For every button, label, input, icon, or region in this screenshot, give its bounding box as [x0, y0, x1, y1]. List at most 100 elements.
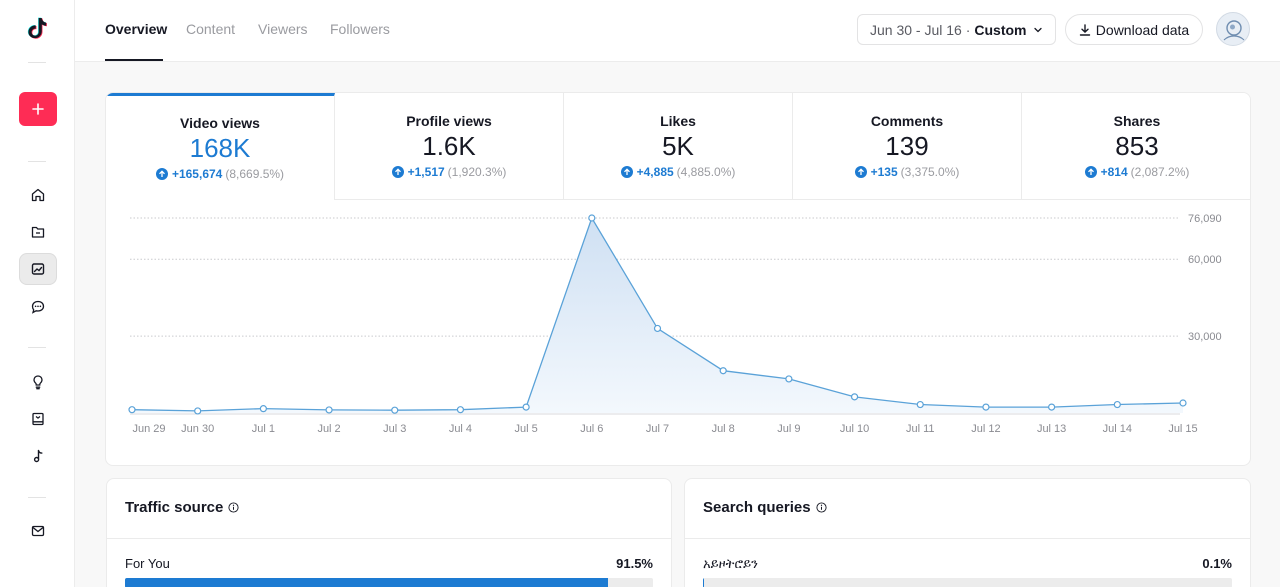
avatar[interactable] [1216, 12, 1250, 46]
tab-viewers[interactable]: Viewers [258, 21, 308, 37]
tab-content[interactable]: Content [186, 21, 236, 37]
overview-metrics-card: Video views 168K +165,674 (8,669.5%) Pro… [105, 92, 1251, 466]
traffic-source-title: Traffic source [125, 499, 239, 516]
music-icon [33, 449, 43, 463]
chart-point[interactable] [982, 403, 990, 411]
metric-delta-value: +165,674 [171, 167, 223, 181]
metric-tab-likes[interactable]: Likes 5K +4,885 (4,885.0%) [564, 93, 793, 200]
date-range-mode: Custom [974, 21, 1027, 38]
traffic-bar-track [125, 578, 653, 587]
chart-point[interactable] [194, 407, 202, 415]
chart-point[interactable] [391, 406, 399, 414]
chart-point[interactable] [916, 400, 924, 409]
metric-delta: +814 (2,087.2%) [1022, 165, 1250, 179]
traffic-source-card: Traffic source For You 91.5% [106, 478, 672, 587]
sidebar-divider [28, 62, 46, 63]
y-tick-label: 60,000 [1188, 254, 1222, 266]
x-tick-label: Jul 9 [777, 423, 800, 435]
sidebar-item-analytics[interactable] [19, 253, 57, 285]
x-tick-label: Jul 2 [317, 423, 340, 435]
metric-tab-video-views[interactable]: Video views 168K +165,674 (8,669.5%) [106, 93, 335, 200]
info-icon[interactable] [816, 502, 827, 513]
metric-label: Profile views [406, 113, 492, 129]
x-tick-label: Jul 1 [252, 423, 275, 435]
date-range-selector[interactable]: Jun 30 - Jul 16 · Custom [857, 14, 1056, 45]
metric-delta-pct: (8,669.5%) [225, 167, 285, 181]
x-tick-label: Jul 6 [580, 423, 603, 435]
search-bar-track [703, 578, 1232, 587]
sidebar-divider [28, 347, 46, 348]
search-row-label: አይዞትሮይን [703, 556, 758, 571]
chart-point[interactable] [1048, 403, 1056, 411]
sidebar-item-academy[interactable] [19, 403, 57, 435]
upload-button[interactable] [19, 92, 57, 126]
chart-point[interactable] [128, 406, 136, 414]
sidebar-item-comments[interactable] [19, 291, 57, 323]
sidebar-item-sounds[interactable] [19, 440, 57, 472]
sidebar-item-messages[interactable] [19, 515, 57, 547]
metric-tab-shares[interactable]: Shares 853 +814 (2,087.2%) [1022, 93, 1250, 200]
chart-point[interactable] [588, 214, 596, 222]
x-tick-label: Jul 7 [646, 423, 669, 435]
date-range-dates: Jun 30 - Jul 16 · [870, 21, 971, 38]
sidebar-item-inspiration[interactable] [19, 366, 57, 398]
card-divider [685, 538, 1250, 539]
metric-tab-profile-views[interactable]: Profile views 1.6K +1,517 (1,920.3%) [335, 93, 564, 200]
metric-value: 1.6K [422, 131, 476, 161]
arrow-up-icon [155, 168, 168, 180]
info-icon[interactable] [228, 502, 239, 513]
x-tick-label: Jul 12 [971, 423, 1000, 435]
traffic-source-title-text: Traffic source [125, 499, 224, 516]
traffic-row-pct: 91.5% [616, 556, 653, 571]
x-tick-label: Jul 5 [515, 423, 538, 435]
x-tick-label: Jul 14 [1103, 423, 1132, 435]
x-tick-label: Jul 11 [906, 423, 935, 435]
download-data-button[interactable]: Download data [1065, 14, 1203, 45]
video-views-chart[interactable]: Jun 29 Jun 30 Jul 1 Jul 2 Jul 3 Jul 4 Jul 5 Jul… [106, 201, 1251, 466]
chart-point[interactable] [850, 393, 859, 401]
lightbulb-icon [33, 375, 43, 390]
sidebar-item-home[interactable] [19, 179, 57, 211]
download-data-label: Download data [1095, 21, 1190, 38]
x-tick-label: Jul 4 [449, 423, 472, 435]
search-queries-title: Search queries [703, 499, 827, 516]
x-tick-label: Jul 15 [1168, 423, 1197, 435]
chart-point[interactable] [456, 406, 465, 414]
chart-point[interactable] [785, 375, 793, 383]
active-tab-indicator [105, 59, 163, 61]
metric-delta: +135 (3,375.0%) [793, 165, 1021, 179]
x-tick-label: Jul 10 [840, 423, 869, 435]
metric-delta-pct: (2,087.2%) [1130, 165, 1190, 179]
arrow-up-icon [1084, 166, 1097, 178]
book-icon [32, 412, 44, 426]
tab-followers[interactable]: Followers [330, 21, 390, 37]
mail-icon [31, 525, 45, 537]
metric-value: 168K [189, 133, 251, 163]
chart-point[interactable] [522, 403, 530, 411]
chart-point[interactable] [259, 405, 267, 413]
metric-tab-comments[interactable]: Comments 139 +135 (3,375.0%) [793, 93, 1022, 200]
search-bar-fill [703, 578, 705, 587]
chart-point[interactable] [1113, 400, 1121, 409]
metric-delta-pct: (3,375.0%) [900, 165, 960, 179]
x-tick-label: Jul 13 [1037, 423, 1066, 435]
metric-delta: +4,885 (4,885.0%) [564, 165, 792, 179]
metric-delta-pct: (4,885.0%) [676, 165, 736, 179]
arrow-up-icon [854, 166, 867, 178]
x-tick-label: Jun 30 [181, 423, 214, 435]
plus-icon [32, 103, 44, 115]
chevron-down-icon [1033, 27, 1042, 32]
chart-area-fill [132, 218, 1183, 413]
avatar-image-icon [1223, 20, 1245, 41]
metric-value: 139 [885, 131, 929, 161]
chart-point[interactable] [325, 406, 333, 414]
chart-point[interactable] [653, 324, 662, 333]
metric-delta-value: +4,885 [636, 165, 674, 179]
sidebar-item-posts[interactable] [19, 216, 57, 248]
sidebar [0, 0, 75, 587]
chart-point[interactable] [719, 367, 727, 375]
chart-point[interactable] [1179, 399, 1187, 407]
tab-overview[interactable]: Overview [105, 21, 168, 37]
tiktok-logo-icon[interactable] [26, 17, 48, 41]
card-divider [107, 538, 671, 539]
